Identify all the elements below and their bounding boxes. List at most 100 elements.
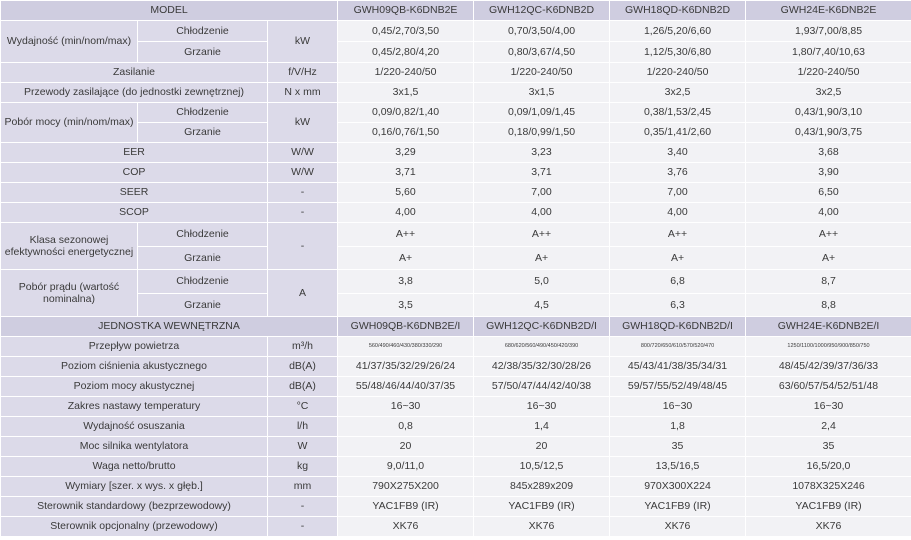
value-cell: YAC1FB9 (IR)	[609, 496, 747, 517]
value-cell: 3,71	[473, 162, 611, 183]
power-input-label: Pobór mocy (min/nom/max)	[0, 102, 138, 143]
indoor-unit-label: JEDNOSTKA WEWNĘTRZNA	[0, 316, 339, 337]
dimensions-row: Wymiary [szer. x wys. x głęb.] mm 790X27…	[0, 476, 911, 497]
value-cell: 16~30	[609, 396, 747, 417]
model-name: GWH09QB-K6DNB2E	[337, 0, 475, 21]
energy-class-heating-row: Grzanie A+ A+ A+ A+	[1, 246, 911, 270]
temp-range-row: Zakres nastawy temperatury °C 16~30 16~3…	[0, 396, 911, 417]
value-cell: A++	[745, 222, 911, 247]
value-cell: 0,38/1,53/2,45	[609, 102, 747, 123]
power-supply-unit: f/V/Hz	[266, 62, 339, 83]
fan-power-row: Moc silnika wentylatora W 20 20 35 35	[0, 436, 911, 457]
value-cell: A++	[609, 222, 747, 247]
value-cell: 0,8	[337, 416, 475, 437]
value-cell: 59/57/55/52/49/48/45	[609, 376, 747, 397]
cop-row: COP W/W 3,71 3,71 3,76 3,90	[0, 162, 911, 183]
current-unit: A	[266, 269, 339, 317]
value-cell: 45/43/41/38/35/34/31	[609, 356, 747, 377]
sound-power-unit: dB(A)	[266, 376, 339, 397]
dimensions-label: Wymiary [szer. x wys. x głęb.]	[0, 476, 268, 497]
value-cell: A+	[745, 246, 911, 270]
value-cell: 4,00	[609, 202, 747, 223]
value-cell: 800/720/650/610/570/520/470	[609, 336, 747, 357]
value-cell: 1/220-240/50	[609, 62, 747, 83]
value-cell: 0,16/0,76/1,50	[337, 122, 475, 143]
value-cell: 0,43/1,90/3,75	[745, 122, 911, 143]
energy-class-cooling-row: Klasa sezonowej efektywności energetyczn…	[0, 222, 911, 270]
value-cell: 20	[337, 436, 475, 457]
value-cell: 35	[745, 436, 911, 457]
value-cell: 42/38/35/32/30/28/26	[473, 356, 611, 377]
fan-power-unit: W	[266, 436, 339, 457]
sound-power-row: Poziom mocy akustycznej dB(A) 55/48/46/4…	[0, 376, 911, 397]
cop-unit: W/W	[266, 162, 339, 183]
energy-class-label: Klasa sezonowej efektywności energetyczn…	[0, 222, 138, 270]
sound-pressure-label: Poziom ciśnienia akustycznego	[0, 356, 268, 377]
value-cell: A++	[473, 222, 611, 247]
value-cell: 3,23	[473, 142, 611, 163]
weight-unit: kg	[266, 456, 339, 477]
value-cell: 3,8	[337, 269, 475, 294]
model-name: GWH18QD-K6DNB2D	[609, 0, 747, 21]
value-cell: 3,90	[745, 162, 911, 183]
value-cell: 16~30	[473, 396, 611, 417]
value-cell: 7,00	[473, 182, 611, 203]
value-cell: 680/620/560/490/450/420/390	[473, 336, 611, 357]
value-cell: 1,80/7,40/10,63	[745, 41, 911, 63]
capacity-unit: kW	[266, 20, 339, 63]
eer-row: EER W/W 3,29 3,23 3,40 3,68	[0, 142, 911, 163]
temp-range-label: Zakres nastawy temperatury	[0, 396, 268, 417]
value-cell: 13,5/16,5	[609, 456, 747, 477]
cooling-label: Chłodzenie	[137, 20, 268, 42]
value-cell: 970X300X224	[609, 476, 747, 497]
value-cell: 1,12/5,30/6,80	[609, 41, 747, 63]
weight-row: Waga netto/brutto kg 9,0/11,0 10,5/12,5 …	[0, 456, 911, 477]
std-controller-row: Sterownik standardowy (bezprzewodowy) - …	[0, 496, 911, 517]
indoor-model-name: GWH18QD-K6DNB2D/I	[609, 316, 747, 337]
value-cell: 845x289x209	[473, 476, 611, 497]
scop-row: SCOP - 4,00 4,00 4,00 4,00	[0, 202, 911, 223]
value-cell: 5,60	[337, 182, 475, 203]
indoor-model-name: GWH09QB-K6DNB2E/I	[337, 316, 475, 337]
dimensions-unit: mm	[266, 476, 339, 497]
power-supply-row: Zasilanie f/V/Hz 1/220-240/50 1/220-240/…	[0, 62, 911, 83]
model-name: GWH24E-K6DNB2E	[745, 0, 911, 21]
value-cell: 3x1,5	[473, 82, 611, 103]
value-cell: 8,8	[745, 293, 911, 317]
value-cell: A++	[337, 222, 475, 247]
value-cell: 0,43/1,90/3,10	[745, 102, 911, 123]
std-controller-unit: -	[266, 496, 339, 517]
model-label: MODEL	[0, 0, 339, 21]
value-cell: 6,3	[609, 293, 747, 317]
capacity-cooling-row: Wydajność (min/nom/max) Chłodzenie kW 0,…	[0, 20, 911, 63]
scop-unit: -	[266, 202, 339, 223]
airflow-label: Przepływ powietrza	[0, 336, 268, 357]
value-cell: XK76	[337, 516, 475, 537]
value-cell: 63/60/57/54/52/51/48	[745, 376, 911, 397]
value-cell: 3,40	[609, 142, 747, 163]
value-cell: 1,26/5,20/6,60	[609, 20, 747, 42]
value-cell: 55/48/46/44/40/37/35	[337, 376, 475, 397]
value-cell: 0,70/3,50/4,00	[473, 20, 611, 42]
heating-label: Grzanie	[137, 122, 268, 143]
value-cell: 5,0	[473, 269, 611, 294]
seer-unit: -	[266, 182, 339, 203]
value-cell: 16~30	[337, 396, 475, 417]
opt-controller-row: Sterownik opcjonalny (przewodowy) - XK76…	[0, 516, 911, 537]
sound-pressure-row: Poziom ciśnienia akustycznego dB(A) 41/3…	[0, 356, 911, 377]
dehumidification-unit: l/h	[266, 416, 339, 437]
capacity-label: Wydajność (min/nom/max)	[0, 20, 138, 63]
power-input-heating-row: Grzanie 0,16/0,76/1,50 0,18/0,99/1,50 0,…	[1, 122, 911, 143]
current-heating-row: Grzanie 3,5 4,5 6,3 8,8	[1, 293, 911, 317]
value-cell: XK76	[609, 516, 747, 537]
value-cell: 560/490/460/430/380/330/290	[337, 336, 475, 357]
value-cell: A+	[609, 246, 747, 270]
value-cell: 3,71	[337, 162, 475, 183]
scop-label: SCOP	[0, 202, 268, 223]
sound-power-label: Poziom mocy akustycznej	[0, 376, 268, 397]
value-cell: YAC1FB9 (IR)	[473, 496, 611, 517]
value-cell: 0,35/1,41/2,60	[609, 122, 747, 143]
value-cell: 9,0/11,0	[337, 456, 475, 477]
value-cell: 3,29	[337, 142, 475, 163]
